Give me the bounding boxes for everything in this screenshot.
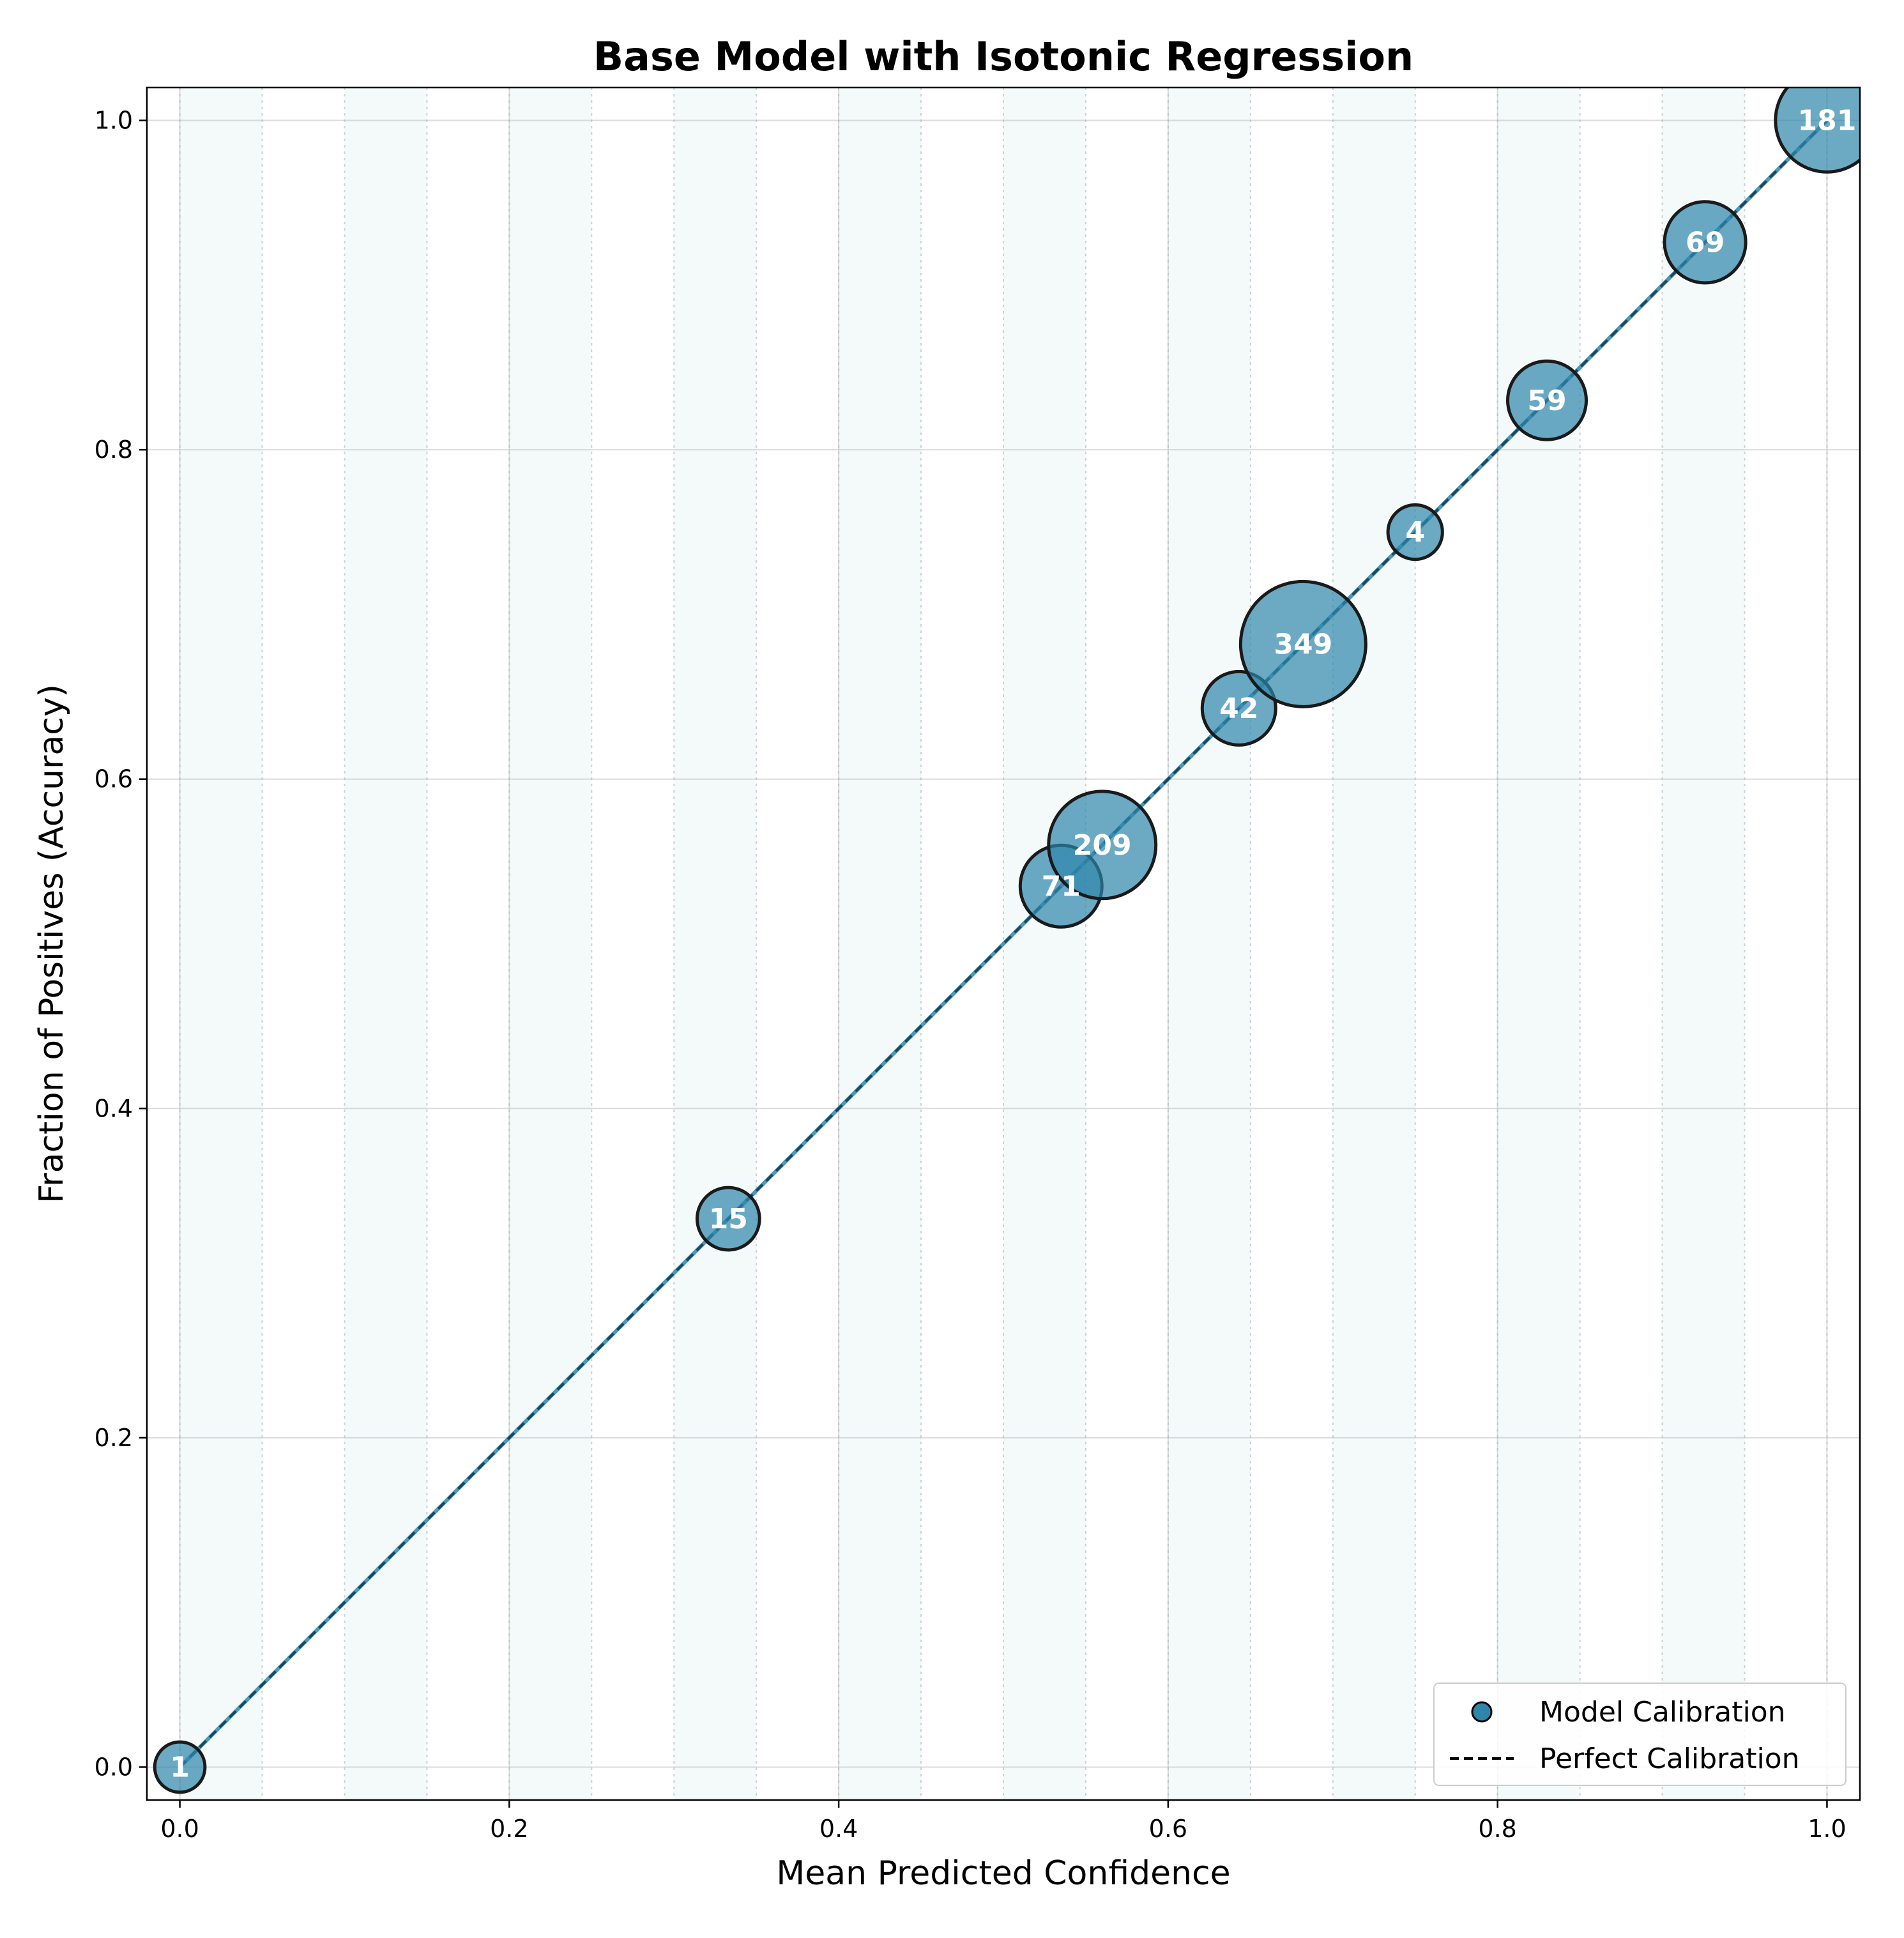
legend-label-perfect-calibration: Perfect Calibration (1539, 1743, 1800, 1775)
grid-layer (147, 88, 1860, 1800)
x-tick-label: 0.8 (1478, 1815, 1516, 1843)
y-tick-label: 0.8 (95, 436, 133, 464)
point-count-label: 4 (1405, 516, 1425, 549)
point-count-label: 42 (1219, 692, 1258, 725)
y-tick-label: 0.4 (95, 1094, 133, 1122)
point-count-label: 71 (1042, 870, 1081, 903)
bin-shade (179, 88, 263, 1800)
bin-shade (839, 88, 922, 1800)
point-count-label: 69 (1686, 226, 1725, 259)
legend: Model Calibration Perfect Calibration (1433, 1682, 1847, 1786)
point-bin-15 (695, 1186, 761, 1252)
chart-title: Base Model with Isotonic Regression (593, 33, 1413, 80)
plot-frame (146, 86, 1861, 1801)
point-bin-1 (153, 1740, 207, 1794)
point-bin-69 (1663, 200, 1748, 285)
bin-shade (1168, 88, 1251, 1800)
bin-shade (1662, 88, 1745, 1800)
point-count-label: 209 (1073, 829, 1132, 862)
legend-label-model-calibration: Model Calibration (1539, 1696, 1786, 1728)
bin-shade (674, 88, 757, 1800)
bin-shade (344, 88, 427, 1800)
tick-layer: 0.0 0.2 0.4 0.6 0.8 1.0 0.0 0.2 0.4 0.6 0.8 1.0 (95, 107, 1847, 1843)
x-tick-label: 1.0 (1808, 1815, 1846, 1843)
point-bin-4 (1386, 503, 1444, 561)
point-bin-349 (1238, 579, 1367, 708)
point-bin-181 (1774, 88, 1860, 174)
x-tick-label: 0.6 (1149, 1815, 1187, 1843)
bin-shade (509, 88, 592, 1800)
bin-shading-layer (179, 88, 1828, 1800)
x-tick-label: 0.4 (819, 1815, 858, 1843)
bin-shade (1003, 88, 1086, 1800)
point-count-label: 59 (1527, 385, 1566, 417)
point-count-label: 15 (709, 1203, 748, 1235)
x-tick-label: 0.0 (160, 1815, 199, 1843)
point-bin-209 (1047, 790, 1158, 901)
x-axis-label: Mean Predicted Confidence (776, 1854, 1230, 1893)
y-tick-label: 0.0 (95, 1753, 133, 1781)
points-layer: 1 15 71 209 42 349 4 59 69 181 (153, 88, 1860, 1794)
y-tick-label: 1.0 (95, 107, 133, 135)
bin-shade (1332, 88, 1415, 1800)
legend-marker-model-calibration (1471, 1701, 1493, 1723)
bin-shade (1497, 88, 1580, 1800)
point-bin-59 (1506, 359, 1588, 441)
legend-box (1433, 1682, 1847, 1786)
point-count-label: 1 (170, 1751, 190, 1783)
point-count-label: 181 (1797, 105, 1856, 137)
y-tick-label: 0.6 (95, 765, 133, 793)
x-tick-label: 0.2 (490, 1815, 528, 1843)
point-bin-42 (1200, 669, 1277, 747)
y-tick-label: 0.2 (95, 1424, 133, 1452)
y-axis-label: Fraction of Positives (Accuracy) (33, 684, 71, 1203)
point-count-label: 349 (1274, 628, 1332, 660)
